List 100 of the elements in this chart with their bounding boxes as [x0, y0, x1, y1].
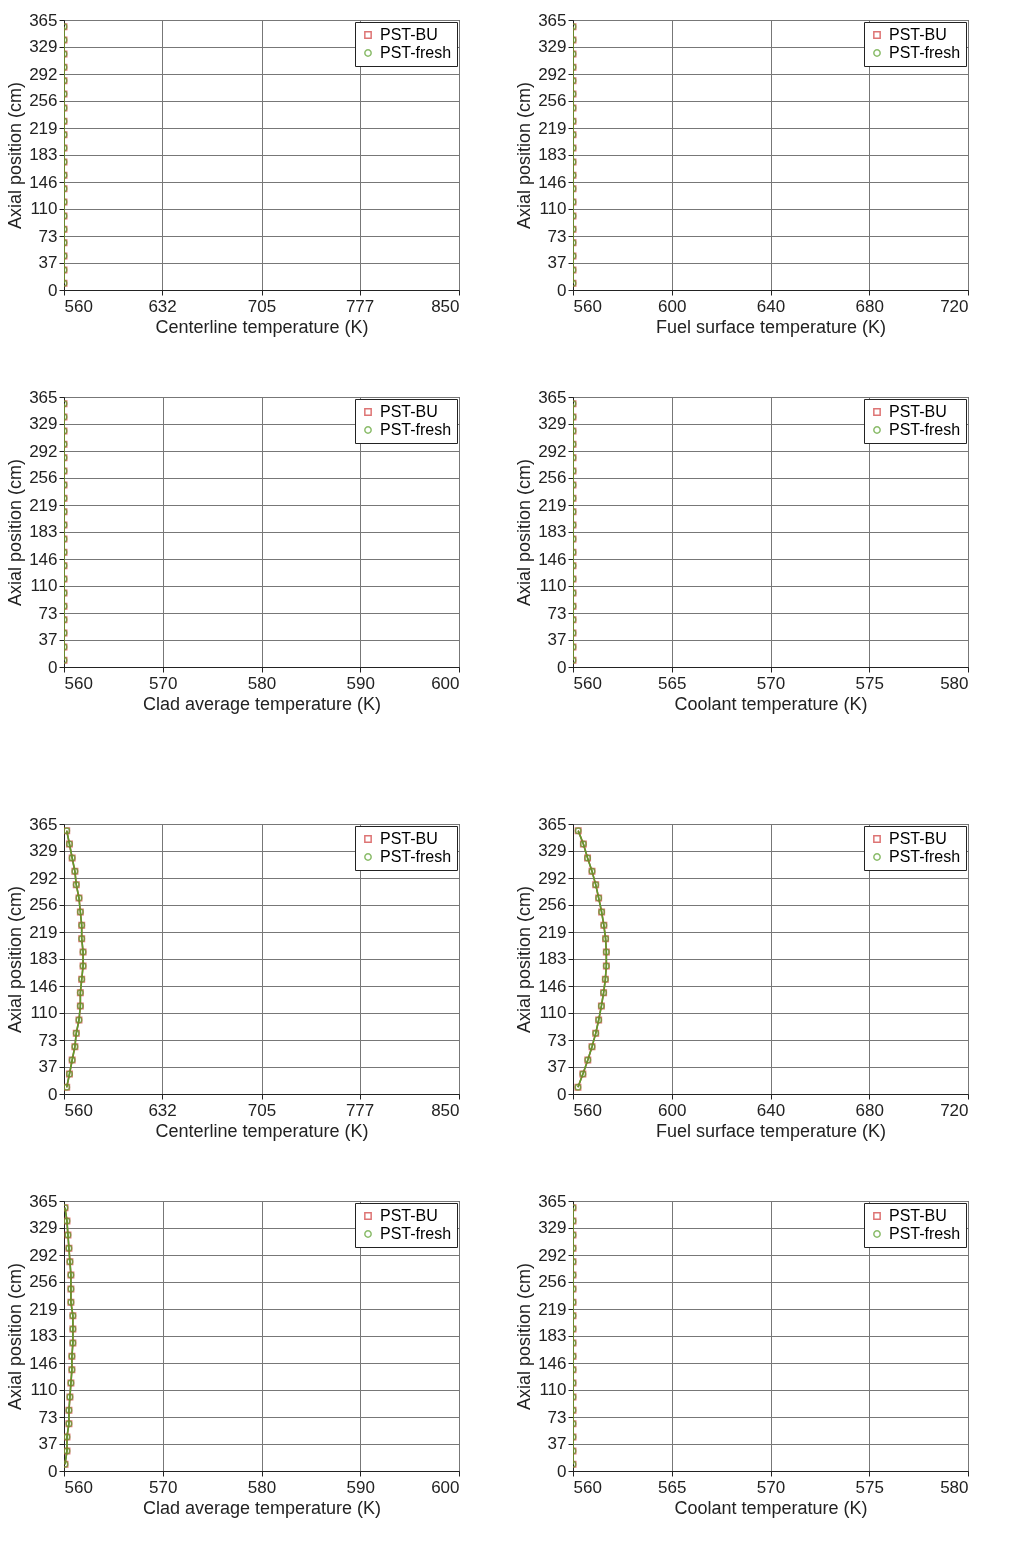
x-tick-label: 680 [855, 1100, 884, 1120]
x-tick-label: 705 [247, 296, 277, 316]
legend-label: PST-fresh [380, 44, 452, 61]
x-tick-label: 777 [345, 296, 375, 316]
y-tick-label: 292 [29, 441, 58, 461]
legend-label: PST-fresh [889, 848, 961, 865]
x-tick-label: 590 [346, 1477, 375, 1497]
y-tick-label: 329 [538, 841, 567, 861]
y-tick-label: 292 [538, 868, 567, 888]
y-tick-label: 365 [29, 1191, 58, 1211]
y-tick-label: 146 [29, 976, 58, 996]
y-tick-label: 37 [547, 1434, 567, 1454]
x-tick-label: 575 [855, 1477, 884, 1497]
y-tick-label: 292 [538, 64, 567, 84]
x-tick-label: 580 [247, 673, 277, 693]
y-tick-label: 365 [29, 387, 58, 407]
y-tick-label: 0 [48, 657, 58, 677]
y-tick-label: 37 [38, 1434, 58, 1454]
x-tick-label: 560 [573, 1477, 602, 1497]
x-tick-label: 850 [431, 296, 460, 316]
y-tick-label: 219 [29, 495, 58, 515]
x-tick-label: 590 [346, 673, 375, 693]
y-axis-title: Axial position (cm) [5, 458, 26, 607]
y-tick-label: 329 [538, 1218, 567, 1238]
y-tick-label: 110 [539, 1380, 567, 1400]
y-tick-label: 110 [539, 576, 567, 596]
y-tick-label: 292 [538, 441, 567, 461]
y-axis-title: Axial position (cm) [514, 81, 535, 230]
y-tick-label: 256 [538, 468, 567, 488]
x-tick-label: 560 [64, 1477, 93, 1497]
y-tick-label: 0 [557, 657, 567, 677]
legend-label: PST-BU [380, 830, 438, 847]
y-axis-title: Axial position (cm) [514, 1262, 535, 1411]
x-axis-title: Clad average temperature (K) [142, 1497, 382, 1518]
x-tick-label: 560 [573, 1100, 602, 1120]
x-tick-label: 705 [247, 1100, 277, 1120]
y-tick-label: 0 [557, 1084, 567, 1104]
y-tick-label: 110 [539, 1003, 567, 1023]
x-tick-label: 850 [431, 1100, 460, 1120]
x-tick-label: 560 [64, 673, 93, 693]
y-tick-label: 0 [48, 1084, 58, 1104]
y-tick-label: 146 [29, 549, 58, 569]
legend-label: PST-BU [889, 403, 947, 420]
y-axis-title: Axial position (cm) [514, 885, 535, 1034]
y-tick-label: 219 [538, 1299, 567, 1319]
x-tick-label: 560 [64, 296, 93, 316]
legend-label: PST-BU [380, 403, 438, 420]
y-tick-label: 256 [538, 91, 567, 111]
y-tick-label: 219 [29, 922, 58, 942]
x-axis-title: Clad average temperature (K) [142, 693, 382, 714]
y-tick-label: 73 [38, 1407, 58, 1427]
y-axis-title: Axial position (cm) [5, 1262, 26, 1411]
x-tick-label: 570 [756, 673, 786, 693]
y-tick-label: 73 [38, 1030, 58, 1050]
legend-label: PST-fresh [889, 44, 961, 61]
y-tick-label: 329 [29, 414, 58, 434]
x-tick-label: 632 [148, 1100, 177, 1120]
x-tick-label: 560 [573, 296, 602, 316]
y-tick-label: 329 [538, 414, 567, 434]
x-axis-title: Fuel surface temperature (K) [655, 316, 887, 337]
legend-label: PST-BU [380, 26, 438, 43]
x-tick-label: 570 [149, 1477, 178, 1497]
y-tick-label: 110 [539, 199, 567, 219]
y-tick-label: 73 [38, 226, 58, 246]
y-tick-label: 219 [29, 118, 58, 138]
x-tick-label: 640 [756, 1100, 786, 1120]
legend-label: PST-fresh [889, 1225, 961, 1242]
x-tick-label: 600 [431, 673, 460, 693]
y-tick-label: 365 [29, 814, 58, 834]
y-tick-label: 37 [547, 253, 567, 273]
x-tick-label: 777 [345, 1100, 375, 1120]
y-axis-title: Axial position (cm) [514, 458, 535, 607]
y-tick-label: 37 [38, 1057, 58, 1077]
legend-label: PST-BU [380, 1207, 438, 1224]
y-tick-label: 292 [29, 868, 58, 888]
y-tick-label: 37 [38, 630, 58, 650]
x-axis-title: Centerline temperature (K) [155, 1120, 369, 1141]
y-tick-label: 329 [29, 841, 58, 861]
x-tick-label: 565 [658, 673, 687, 693]
y-tick-label: 110 [30, 1003, 58, 1023]
legend-label: PST-fresh [889, 421, 961, 438]
legend-label: PST-BU [889, 1207, 947, 1224]
y-tick-label: 256 [29, 895, 58, 915]
x-tick-label: 640 [756, 296, 786, 316]
x-axis-title: Fuel surface temperature (K) [655, 1120, 887, 1141]
y-tick-label: 146 [538, 976, 567, 996]
y-tick-label: 292 [538, 1245, 567, 1265]
y-tick-label: 256 [29, 468, 58, 488]
y-tick-label: 256 [538, 1272, 567, 1292]
x-tick-label: 560 [573, 673, 602, 693]
y-tick-label: 183 [538, 145, 567, 165]
y-axis-title: Axial position (cm) [5, 81, 26, 230]
y-tick-label: 110 [30, 576, 58, 596]
y-axis-title: Axial position (cm) [5, 885, 26, 1034]
x-tick-label: 560 [64, 1100, 93, 1120]
y-tick-label: 146 [538, 1353, 567, 1373]
y-tick-label: 183 [29, 145, 58, 165]
legend-label: PST-BU [889, 830, 947, 847]
y-tick-label: 183 [538, 949, 567, 969]
y-tick-label: 183 [29, 522, 58, 542]
